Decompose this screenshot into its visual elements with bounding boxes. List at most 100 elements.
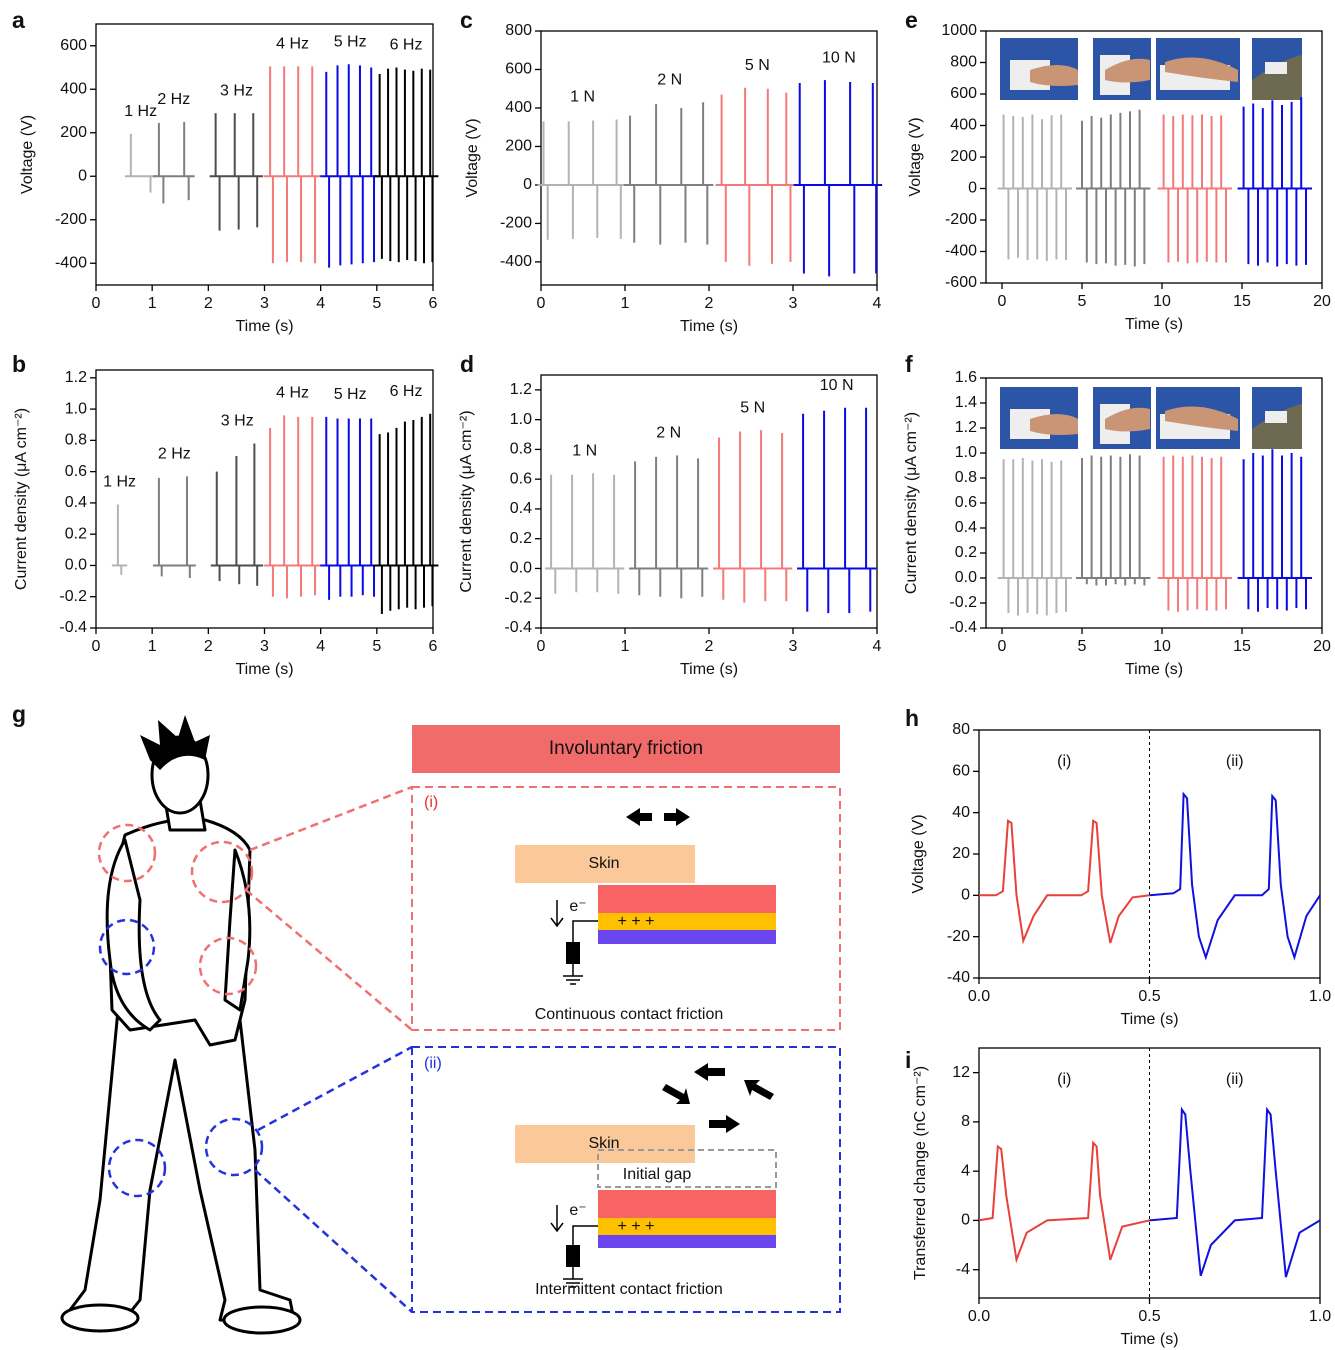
y-tick-label: 200 bbox=[60, 124, 87, 141]
signal-line bbox=[1149, 1106, 1321, 1278]
photo-strip-shape bbox=[1265, 411, 1287, 423]
mode-i bbox=[411, 786, 841, 1031]
x-tick-label: 0 bbox=[998, 638, 1007, 655]
series-label: 5 Hz bbox=[334, 386, 367, 403]
x-tick-label: 2 bbox=[705, 638, 714, 655]
photo-strip-shape bbox=[1252, 404, 1302, 449]
mode-ii-shape bbox=[411, 1046, 841, 1313]
photo-strip-shape bbox=[1252, 55, 1302, 100]
mode-ii-shape bbox=[515, 1125, 695, 1163]
series-label: 1 N bbox=[570, 89, 595, 106]
x-tick-label: 3 bbox=[260, 295, 269, 312]
charges-label: + + + bbox=[618, 913, 655, 930]
highlight-circles-shape bbox=[97, 823, 157, 883]
panel-label: b bbox=[12, 351, 26, 377]
signal-line bbox=[1149, 791, 1321, 961]
annotation: (ii) bbox=[1226, 1071, 1244, 1088]
x-tick-label: 0 bbox=[92, 638, 101, 655]
person-drawing-shape bbox=[68, 1008, 297, 1327]
highlight-circles-shape bbox=[98, 918, 156, 976]
x-tick-label: 1 bbox=[621, 295, 630, 312]
highlight-circles bbox=[97, 785, 413, 1313]
electron-label: e⁻ bbox=[569, 1202, 586, 1219]
person-drawing-shape bbox=[140, 715, 210, 770]
photo-strip bbox=[1000, 38, 1302, 449]
y-tick-label: 600 bbox=[505, 61, 532, 78]
y-tick-label: -400 bbox=[500, 253, 532, 270]
y-tick-label: -0.2 bbox=[949, 594, 977, 611]
highlight-circles-shape bbox=[257, 1045, 413, 1132]
mode-ii-shape bbox=[572, 1225, 598, 1248]
series-label: 5 N bbox=[745, 57, 770, 74]
x-tick-label: 4 bbox=[873, 295, 882, 312]
y-tick-label: 40 bbox=[952, 804, 970, 821]
y-tick-label: 200 bbox=[950, 148, 977, 165]
y-tick-label: 0.2 bbox=[955, 544, 977, 561]
y-tick-label: 0.8 bbox=[510, 441, 532, 458]
x-tick-label: 2 bbox=[204, 295, 213, 312]
series-label: 5 Hz bbox=[334, 33, 367, 50]
y-axis-label: Voltage (V) bbox=[910, 814, 927, 893]
photo-strip-shape bbox=[1030, 65, 1078, 86]
y-tick-label: 800 bbox=[505, 22, 532, 39]
highlight-circles-shape bbox=[198, 936, 258, 996]
y-tick-label: 12 bbox=[952, 1064, 970, 1081]
x-axis-label: Time (s) bbox=[1125, 316, 1183, 333]
series-label: 1 Hz bbox=[124, 103, 157, 120]
mode-ii-shape bbox=[566, 1245, 580, 1267]
header-text: Involuntary friction bbox=[549, 738, 703, 759]
person-drawing-shape bbox=[60, 1303, 140, 1333]
person-drawing bbox=[60, 715, 302, 1335]
y-tick-label: 0.6 bbox=[510, 470, 532, 487]
mode-label: (i) bbox=[424, 794, 438, 811]
series-label: 6 Hz bbox=[390, 37, 423, 54]
x-tick-label: 4 bbox=[316, 638, 325, 655]
y-axis-label: Voltage (V) bbox=[19, 115, 36, 194]
series-label: 2 Hz bbox=[157, 91, 190, 108]
x-tick-label: 5 bbox=[1078, 638, 1087, 655]
y-tick-label: 600 bbox=[60, 37, 87, 54]
mode-i-shape bbox=[550, 900, 583, 985]
x-tick-label: 10 bbox=[1153, 293, 1171, 310]
x-tick-label: 0 bbox=[998, 293, 1007, 310]
x-axis-label: Time (s) bbox=[680, 661, 738, 678]
annotation: (ii) bbox=[1226, 753, 1244, 770]
y-tick-label: 200 bbox=[505, 138, 532, 155]
x-tick-label: 3 bbox=[789, 638, 798, 655]
mode-ii-shape bbox=[597, 1149, 777, 1188]
y-tick-label: -0.4 bbox=[59, 619, 87, 636]
mode-ii-shape bbox=[598, 1218, 776, 1235]
x-tick-label: 2 bbox=[204, 638, 213, 655]
panel-label: i bbox=[905, 1047, 911, 1073]
y-tick-label: -200 bbox=[500, 215, 532, 232]
x-tick-label: 5 bbox=[1078, 293, 1087, 310]
y-tick-label: -20 bbox=[947, 928, 970, 945]
y-tick-label: 0.4 bbox=[65, 494, 87, 511]
series-label: 2 N bbox=[656, 425, 681, 442]
panel-label: f bbox=[905, 351, 913, 377]
y-tick-label: -0.2 bbox=[504, 589, 532, 606]
panel-label: d bbox=[460, 351, 474, 377]
y-tick-label: -200 bbox=[55, 211, 87, 228]
mode-ii-shape bbox=[550, 1205, 583, 1288]
mode-i-shape bbox=[566, 942, 580, 964]
y-tick-label: 0.6 bbox=[65, 463, 87, 480]
y-axis-label: Voltage (V) bbox=[907, 117, 924, 196]
y-tick-label: 0 bbox=[961, 887, 970, 904]
mode-i-shape bbox=[515, 845, 695, 883]
photo-strip-shape bbox=[1105, 58, 1150, 83]
x-tick-label: 1 bbox=[148, 295, 157, 312]
highlight-circles-shape bbox=[254, 1169, 413, 1313]
plot-frame bbox=[540, 30, 878, 286]
y-tick-label: 20 bbox=[952, 845, 970, 862]
series-label: 3 Hz bbox=[220, 82, 253, 99]
y-tick-label: 0 bbox=[968, 180, 977, 197]
x-tick-label: 6 bbox=[429, 295, 438, 312]
y-axis-label: Voltage (V) bbox=[464, 118, 481, 197]
x-tick-label: 0.0 bbox=[968, 1308, 990, 1325]
y-tick-label: 0.0 bbox=[955, 569, 977, 586]
series-label: 1 N bbox=[572, 442, 597, 459]
y-tick-label: -0.4 bbox=[504, 619, 532, 636]
mode-ii-shape bbox=[598, 1190, 776, 1218]
